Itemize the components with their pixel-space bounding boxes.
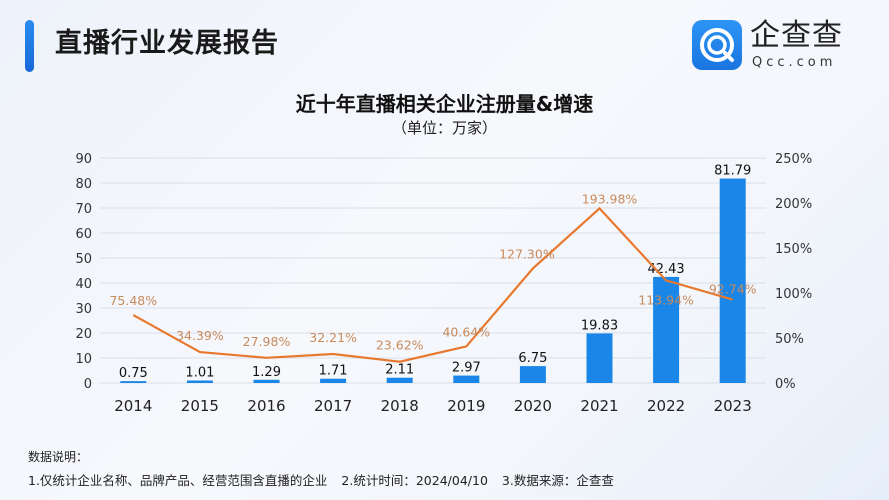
growth-rate-label: 27.98%: [243, 334, 291, 349]
growth-rate-label: 127.30%: [499, 246, 555, 261]
y-right-tick-label: 0%: [775, 377, 796, 392]
logo-domain: Qcc.com: [752, 55, 837, 70]
growth-rate-label: 113.94%: [638, 292, 694, 307]
note-item: 3.数据来源：企查查: [501, 473, 614, 488]
title-accent-bar: [25, 20, 34, 72]
chart-title: 近十年直播相关企业注册量&增速: [295, 92, 594, 116]
y-left-tick-label: 80: [75, 177, 92, 192]
bar: [120, 381, 147, 383]
chart: 0 10 20 30 40 50 60 70 80 90 0% 50% 100% 150% 200% 250%…: [75, 152, 812, 415]
bar: [586, 333, 613, 383]
chart-subtitle: （单位：万家）: [391, 119, 497, 137]
y-left-tick-label: 40: [75, 277, 92, 292]
growth-rate-label: 23.62%: [376, 338, 424, 353]
x-tick-label: 2019: [447, 397, 485, 415]
page-title: 直播行业发展报告: [55, 28, 279, 59]
x-tick-label: 2014: [114, 397, 152, 415]
note-item: 1.仅统计企业名称、品牌产品、经营范围含直播的企业: [28, 473, 328, 488]
bar-value-label: 42.43: [647, 262, 684, 277]
y-left-tick-label: 60: [75, 227, 92, 242]
bar-value-label: 19.83: [581, 318, 618, 333]
qcc-logo: 企查查 Qcc.com: [692, 20, 862, 72]
x-tick-label: 2018: [381, 397, 419, 415]
bar-value-label: 2.97: [452, 361, 481, 376]
logo-name: 企查查: [750, 18, 843, 53]
notes-body: 1.仅统计企业名称、品牌产品、经营范围含直播的企业 2.统计时间：2024/04…: [28, 473, 624, 488]
bar: [519, 366, 546, 383]
x-tick-label: 2015: [181, 397, 219, 415]
x-tick-label: 2023: [714, 397, 752, 415]
qcc-logo-icon: [692, 20, 742, 70]
y-left-tick-label: 10: [75, 352, 92, 367]
x-tick-label: 2017: [314, 397, 352, 415]
bar: [186, 380, 213, 383]
x-tick-label: 2016: [247, 397, 285, 415]
bar-value-label: 6.75: [518, 351, 547, 366]
y-right-tick-label: 100%: [775, 287, 812, 302]
growth-rate-label: 193.98%: [582, 191, 638, 206]
bar: [719, 178, 746, 383]
y-left-tick-label: 70: [75, 202, 92, 217]
bar-value-label: 81.79: [714, 164, 751, 179]
y-right-tick-label: 250%: [775, 152, 812, 167]
bar-value-label: 1.29: [252, 365, 281, 380]
bar: [386, 377, 413, 383]
notes-title: 数据说明：: [28, 450, 89, 464]
x-tick-label: 2020: [514, 397, 552, 415]
y-left-tick-label: 0: [84, 377, 92, 392]
bar: [320, 378, 347, 383]
y-right-tick-label: 50%: [775, 332, 804, 347]
x-tick-label: 2021: [580, 397, 618, 415]
bar-value-label: 1.71: [319, 364, 348, 379]
growth-rate-label: 34.39%: [176, 328, 224, 343]
note-item: 2.统计时间：2024/04/10: [341, 473, 488, 488]
growth-rate-label: 32.21%: [309, 330, 357, 345]
bar-value-label: 2.11: [385, 363, 414, 378]
bar-value-label: 0.75: [119, 366, 148, 381]
y-left-tick-label: 30: [75, 302, 92, 317]
growth-rate-label: 40.64%: [442, 324, 490, 339]
bar-value-label: 1.01: [185, 365, 214, 380]
growth-line: [132, 206, 734, 363]
y-right-tick-label: 200%: [775, 197, 812, 212]
x-tick-label: 2022: [647, 397, 685, 415]
y-right-tick-label: 150%: [775, 242, 812, 257]
growth-rate-label: 75.48%: [109, 293, 157, 308]
bar: [453, 375, 480, 383]
bar: [253, 379, 280, 383]
y-left-tick-label: 90: [75, 152, 92, 167]
y-left-tick-label: 20: [75, 327, 92, 342]
growth-rate-label: 92.74%: [709, 282, 757, 297]
bar: [653, 276, 680, 383]
y-left-tick-label: 50: [75, 252, 92, 267]
